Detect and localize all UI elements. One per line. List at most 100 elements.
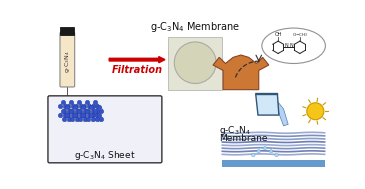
Point	[60, 112, 66, 115]
Point	[99, 109, 104, 112]
Circle shape	[174, 42, 216, 84]
Circle shape	[263, 146, 267, 150]
Point	[72, 114, 78, 117]
Point	[80, 108, 86, 111]
Point	[64, 114, 70, 117]
Point	[80, 116, 86, 119]
Point	[60, 101, 66, 104]
Circle shape	[251, 153, 255, 157]
Point	[68, 101, 74, 104]
Point	[77, 118, 83, 121]
Point	[60, 109, 66, 112]
Polygon shape	[255, 94, 279, 115]
Point	[89, 105, 95, 108]
Point	[70, 105, 76, 108]
Point	[92, 104, 98, 107]
FancyBboxPatch shape	[168, 36, 222, 90]
Point	[96, 114, 102, 117]
Point	[64, 108, 70, 111]
Circle shape	[269, 149, 273, 153]
Point	[85, 109, 91, 112]
Point	[62, 105, 68, 108]
Polygon shape	[277, 101, 288, 126]
Point	[68, 109, 74, 112]
Point	[96, 105, 102, 108]
Point	[66, 109, 72, 112]
Point	[91, 118, 96, 121]
Point	[76, 104, 82, 107]
Point	[84, 104, 90, 107]
Point	[81, 105, 87, 108]
Point	[64, 105, 70, 108]
Point	[91, 109, 96, 112]
Point	[69, 118, 75, 121]
Text: N: N	[285, 43, 288, 47]
Point	[82, 118, 88, 121]
Point	[99, 118, 104, 121]
FancyArrow shape	[109, 57, 165, 63]
Text: g-C$_3$N$_4$ Sheet: g-C$_3$N$_4$ Sheet	[74, 149, 136, 162]
Point	[82, 109, 88, 112]
FancyBboxPatch shape	[222, 160, 324, 167]
FancyBboxPatch shape	[60, 26, 74, 35]
Point	[60, 104, 66, 107]
Point	[81, 113, 87, 116]
Point	[94, 109, 100, 112]
Text: O$-$CH$_3$: O$-$CH$_3$	[292, 31, 309, 39]
Point	[57, 113, 63, 116]
Point	[72, 105, 78, 108]
Point	[77, 109, 83, 112]
Point	[92, 109, 98, 112]
Point	[96, 116, 102, 119]
Point	[65, 113, 71, 116]
FancyBboxPatch shape	[60, 32, 75, 87]
Point	[87, 105, 92, 108]
Circle shape	[257, 149, 261, 153]
Point	[80, 105, 86, 108]
Point	[72, 108, 78, 111]
Point	[88, 105, 94, 108]
Point	[74, 109, 80, 112]
Point	[88, 108, 94, 111]
Point	[85, 118, 91, 121]
Point	[76, 109, 82, 112]
Point	[84, 109, 90, 112]
Point	[84, 112, 90, 115]
Point	[68, 104, 74, 107]
Point	[65, 105, 71, 108]
Point	[57, 105, 63, 108]
Text: g-C$_3$N$_4$: g-C$_3$N$_4$	[219, 124, 251, 137]
Point	[89, 113, 95, 116]
Point	[94, 118, 100, 121]
Point	[87, 113, 92, 116]
Point	[62, 113, 68, 116]
Circle shape	[275, 153, 278, 157]
Point	[92, 112, 98, 115]
Point	[88, 114, 94, 117]
Polygon shape	[213, 55, 269, 90]
Point	[68, 112, 74, 115]
Point	[78, 113, 84, 116]
Text: Filtration: Filtration	[112, 65, 163, 75]
Point	[95, 113, 100, 116]
Text: g-C$_3$N$_4$: g-C$_3$N$_4$	[63, 50, 72, 73]
Point	[70, 113, 76, 116]
Point	[66, 118, 72, 121]
Text: g-C$_3$N$_4$ Membrane: g-C$_3$N$_4$ Membrane	[150, 20, 240, 34]
Point	[76, 112, 82, 115]
Ellipse shape	[262, 28, 326, 64]
Point	[73, 105, 79, 108]
Point	[74, 118, 80, 121]
Point	[72, 116, 78, 119]
Point	[64, 116, 70, 119]
Point	[78, 105, 84, 108]
Text: N: N	[289, 43, 293, 47]
Point	[96, 108, 102, 111]
Point	[95, 105, 100, 108]
Text: Membrane: Membrane	[219, 134, 268, 143]
Point	[61, 109, 67, 112]
Point	[84, 101, 90, 104]
Point	[73, 113, 79, 116]
Point	[92, 101, 98, 104]
Point	[76, 101, 82, 104]
